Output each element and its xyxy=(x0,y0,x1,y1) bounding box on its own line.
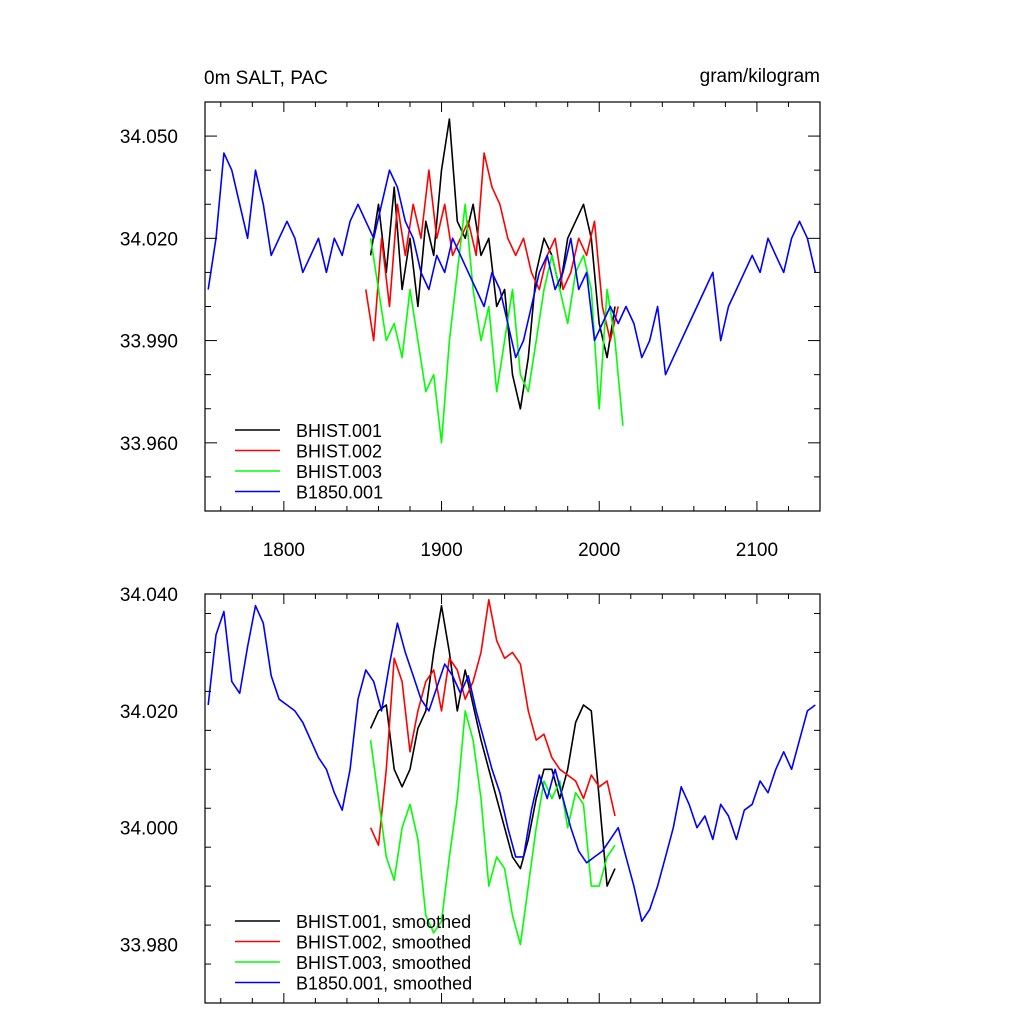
y-tick-label: 34.020 xyxy=(120,229,178,250)
plot-frame xyxy=(204,593,821,1004)
y-tick-label: 33.960 xyxy=(120,434,178,455)
legend-label: BHIST.002, smoothed xyxy=(296,933,471,953)
y-tick-label: 33.980 xyxy=(120,936,178,957)
series-line-bhist-003-smoothed xyxy=(369,710,616,946)
legend-label: BHIST.001, smoothed xyxy=(296,912,471,932)
legend-label: BHIST.001 xyxy=(296,421,382,441)
legend-label: BHIST.003, smoothed xyxy=(296,953,471,973)
y-tick-label: 34.000 xyxy=(120,819,178,840)
top-panel-units: gram/kilogram xyxy=(700,66,820,87)
series-line-b1850-001 xyxy=(207,152,817,376)
y-tick-label: 34.040 xyxy=(120,585,178,606)
legend-label: B1850.001 xyxy=(296,483,383,503)
bottom-panel: 33.980 34.000 34.020 34.040 BHIST.001, smoot… xyxy=(120,585,821,1004)
y-tick-label: 34.020 xyxy=(120,702,178,723)
x-tick-label: 1800 xyxy=(263,540,305,561)
series-line-bhist-002 xyxy=(365,152,619,342)
series-line-bhist-003 xyxy=(369,203,624,444)
x-tick-label: 1900 xyxy=(420,540,462,561)
legend-label: B1850.001, smoothed xyxy=(296,974,472,994)
x-tick-label: 2100 xyxy=(736,540,778,561)
series-line-b1850-001-smoothed xyxy=(207,604,816,923)
series-line-bhist-002-smoothed xyxy=(369,598,616,847)
top-panel-title: 0m SALT, PAC xyxy=(204,68,328,89)
y-tick-label: 33.990 xyxy=(120,332,178,353)
y-tick-label: 34.050 xyxy=(120,127,178,148)
series-line-bhist-001-smoothed xyxy=(369,604,616,887)
top-panel: 0m SALT, PAC gram/kilogram 1800 1900 2000 2… xyxy=(120,66,821,561)
legend-label: BHIST.003 xyxy=(296,462,382,482)
legend-label: BHIST.002 xyxy=(296,442,382,462)
x-tick-label: 2000 xyxy=(578,540,620,561)
series-line-bhist-001 xyxy=(369,118,616,410)
